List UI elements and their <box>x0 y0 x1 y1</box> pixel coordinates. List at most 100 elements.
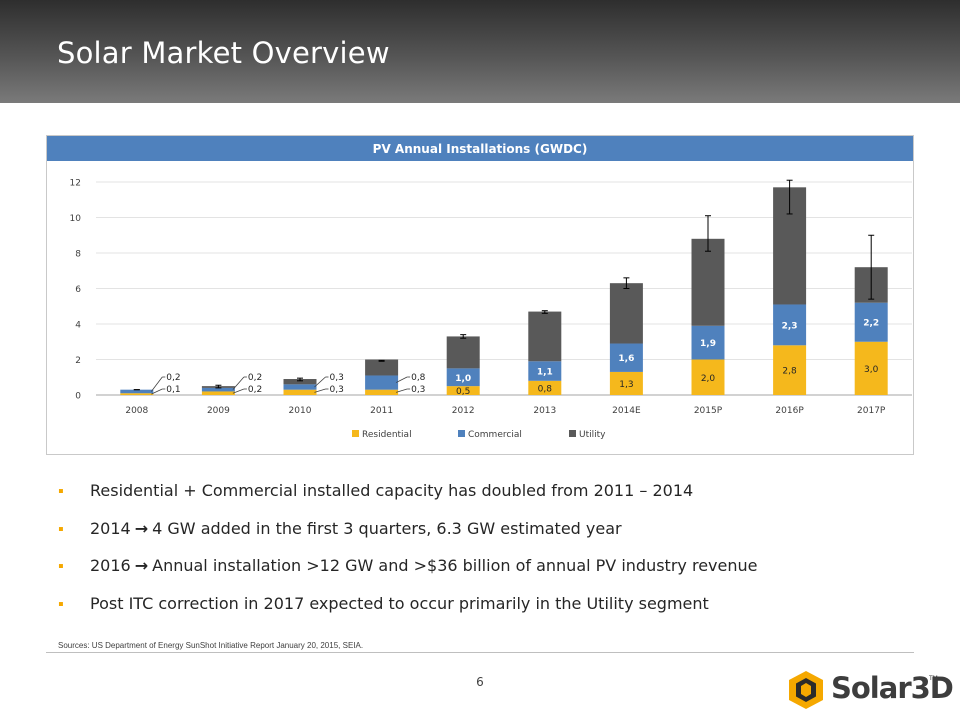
bar-utility <box>446 336 480 369</box>
bar-chart: 0 2 4 6 8 10 12 2008 0,1 0,2 2009 0,2 0,2 2010 0,3 0,3 2… <box>70 179 912 440</box>
logo-trademark: TM <box>929 675 938 682</box>
bar-commercial <box>446 368 480 387</box>
y-tick-label: 0 <box>75 392 81 402</box>
bar-commercial <box>528 361 562 381</box>
bar-residential <box>446 386 480 395</box>
leader-line <box>395 376 408 383</box>
bar-commercial <box>773 304 807 346</box>
right-arrow-icon: → <box>134 556 149 575</box>
x-tick-label: 2008 <box>125 406 148 416</box>
bar-residential <box>773 345 807 395</box>
slide-title: Solar Market Overview <box>57 36 390 70</box>
bullet-item: 2016→Annual installation >12 GW and >$36… <box>58 553 918 591</box>
company-logo: Solar3D TM <box>785 669 954 711</box>
bar-residential <box>365 389 399 395</box>
y-tick-label: 4 <box>75 321 81 331</box>
bar-residential <box>283 389 317 395</box>
data-label-commercial: 2,2 <box>863 319 879 329</box>
data-label-residential: 2,8 <box>782 367 797 377</box>
x-tick-label: 2010 <box>289 406 312 416</box>
y-tick-label: 8 <box>75 250 81 260</box>
leader-line <box>314 388 326 393</box>
data-label-commercial: 2,3 <box>782 321 798 331</box>
x-tick-label: 2014E <box>612 406 641 416</box>
bullet-item: 2014→4 GW added in the first 3 quarters,… <box>58 516 918 554</box>
leader-line <box>314 376 326 388</box>
legend-label: Utility <box>579 430 606 440</box>
data-label-commercial: 0,8 <box>411 373 426 383</box>
leader-line <box>232 388 245 394</box>
legend-label: Residential <box>362 430 412 440</box>
bar-residential <box>691 359 725 395</box>
leader-line <box>232 376 245 390</box>
bullet-square-icon <box>58 487 68 497</box>
data-label-commercial: 0,2 <box>166 373 180 383</box>
bullet-rest: 4 GW added in the first 3 quarters, 6.3 … <box>152 518 622 538</box>
bar-commercial <box>201 387 235 392</box>
x-tick-label: 2013 <box>533 406 556 416</box>
data-label-residential: 0,5 <box>456 387 470 397</box>
data-label-residential: 3,0 <box>864 365 879 375</box>
data-label-residential: 0,3 <box>411 385 425 395</box>
leader-line <box>151 388 163 395</box>
legend-swatch <box>458 430 465 437</box>
sources-note: Sources: US Department of Energy SunShot… <box>58 641 364 650</box>
bar-commercial <box>691 325 725 360</box>
x-tick-label: 2016P <box>775 406 804 416</box>
bullet-list: Residential + Commercial installed capac… <box>58 478 918 628</box>
bullet-square-icon <box>58 525 68 535</box>
data-label-commercial: 0,3 <box>330 373 344 383</box>
y-tick-label: 6 <box>75 285 81 295</box>
x-tick-label: 2011 <box>370 406 393 416</box>
y-tick-label: 12 <box>70 179 81 189</box>
data-label-residential: 1,3 <box>619 380 633 390</box>
x-tick-label: 2017P <box>857 406 886 416</box>
bar-residential <box>528 380 562 395</box>
x-tick-label: 2012 <box>452 406 475 416</box>
bar-residential <box>201 391 235 395</box>
data-label-residential: 0,2 <box>248 385 262 395</box>
bullet-rest: Annual installation >12 GW and >$36 bill… <box>152 556 758 575</box>
logo-wordmark: Solar3D <box>831 671 954 705</box>
chart-title: PV Annual Installations (GWDC) <box>372 141 588 156</box>
bar-utility <box>528 311 562 362</box>
legend-swatch <box>569 430 576 437</box>
bar-commercial <box>854 302 888 342</box>
data-label-commercial: 1,1 <box>537 368 553 378</box>
x-tick-label: 2015P <box>694 406 723 416</box>
bullet-text: Residential + Commercial installed capac… <box>90 481 694 500</box>
chart-title-bar: PV Annual Installations (GWDC) <box>47 136 913 161</box>
bar-commercial <box>609 343 643 372</box>
legend-swatch <box>352 430 359 437</box>
data-label-residential: 2,0 <box>701 374 716 384</box>
leader-line <box>150 376 163 392</box>
data-label-residential: 0,3 <box>330 385 344 395</box>
page-number: 6 <box>476 675 484 689</box>
bar-residential <box>854 341 888 395</box>
data-label-commercial: 1,6 <box>618 354 634 364</box>
bar-commercial <box>283 384 317 390</box>
bar-commercial <box>120 389 154 394</box>
bar-residential <box>609 371 643 395</box>
bar-utility <box>691 238 725 326</box>
data-label-commercial: 1,9 <box>700 339 716 349</box>
data-label-commercial: 0,2 <box>248 373 262 383</box>
leader-line <box>395 388 408 393</box>
bullet-text: Post ITC correction in 2017 expected to … <box>90 593 709 613</box>
bullet-square-icon <box>58 600 68 610</box>
bullet-text: 2016 → Annual installation >12 GW and >$36… <box>90 553 757 579</box>
bullet-text: 2014 → 4 GW added in the first 3 quarters,… <box>90 516 622 542</box>
bullet-item: Post ITC correction in 2017 expected to … <box>58 591 918 629</box>
data-label-residential: 0,8 <box>538 384 553 394</box>
bullet-lead: 2014 <box>90 518 131 538</box>
y-tick-label: 2 <box>75 356 81 366</box>
bar-utility <box>365 359 399 376</box>
bullet-item: Residential + Commercial installed capac… <box>58 478 918 516</box>
bullet-square-icon <box>58 562 68 572</box>
x-tick-label: 2009 <box>207 406 230 416</box>
footer-divider <box>46 652 914 653</box>
y-tick-label: 10 <box>70 214 82 224</box>
bar-commercial <box>365 375 399 390</box>
data-label-commercial: 1,0 <box>455 374 471 384</box>
bar-utility <box>609 283 643 344</box>
